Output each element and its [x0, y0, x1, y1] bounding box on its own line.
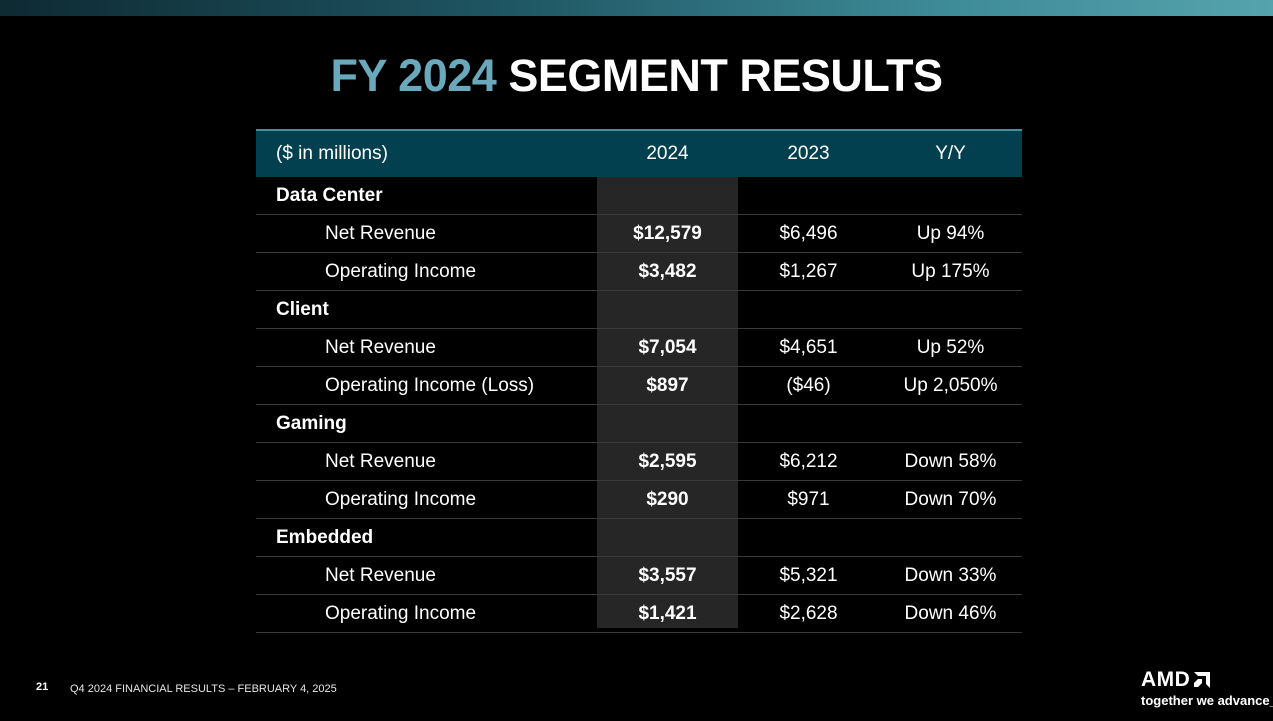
table-row: Operating Income $3,482 $1,267 Up 175% — [256, 253, 1022, 291]
table-row: Operating Income (Loss) $897 ($46) Up 2,… — [256, 367, 1022, 405]
slide-title: FY 2024 SEGMENT RESULTS — [0, 50, 1273, 102]
segment-row-client: Client — [256, 291, 1022, 329]
header-2023: 2023 — [787, 143, 830, 164]
segment-name: Data Center — [276, 184, 383, 206]
value-yy: Up 94% — [916, 222, 985, 244]
table-row: Net Revenue $2,595 $6,212 Down 58% — [256, 443, 1022, 481]
page-number: 21 — [36, 681, 49, 693]
table-row: Net Revenue $3,557 $5,321 Down 33% — [256, 557, 1022, 595]
value-yy: Up 175% — [911, 260, 990, 282]
value-2024: $2,595 — [638, 450, 697, 472]
title-main: SEGMENT RESULTS — [508, 50, 943, 101]
segment-results-table: ($ in millions) 2024 2023 Y/Y Data Cente… — [256, 129, 1022, 633]
segment-row-gaming: Gaming — [256, 405, 1022, 443]
value-2023: $5,321 — [779, 564, 838, 586]
amd-arrow-icon — [1194, 672, 1211, 688]
metric-label: Operating Income — [325, 260, 477, 282]
table-row: Operating Income $290 $971 Down 70% — [256, 481, 1022, 519]
value-2024: $897 — [646, 374, 689, 396]
value-yy: Up 2,050% — [903, 374, 998, 396]
segment-row-data-center: Data Center — [256, 177, 1022, 215]
metric-label: Net Revenue — [325, 336, 436, 358]
metric-label: Operating Income (Loss) — [325, 374, 535, 396]
metric-label: Net Revenue — [325, 564, 436, 586]
value-2023: $1,267 — [779, 260, 838, 282]
value-2023: $971 — [787, 488, 830, 510]
table-row: Net Revenue $7,054 $4,651 Up 52% — [256, 329, 1022, 367]
metric-label: Operating Income — [325, 488, 477, 510]
top-gradient-bar — [0, 0, 1273, 16]
value-2023: $6,212 — [779, 450, 838, 472]
header-2024: 2024 — [646, 143, 689, 164]
header-label: ($ in millions) — [276, 143, 388, 164]
segment-name: Client — [276, 298, 329, 320]
segment-row-embedded: Embedded — [256, 519, 1022, 557]
value-yy: Down 58% — [904, 450, 997, 472]
value-yy: Down 70% — [904, 488, 997, 510]
logo-wordmark-row: AMD — [1141, 668, 1261, 692]
amd-logo: AMD together we advance_ — [1141, 668, 1273, 708]
value-2024: $3,482 — [638, 260, 697, 282]
value-2024: $7,054 — [638, 336, 697, 358]
header-yy: Y/Y — [935, 143, 966, 164]
segment-name: Gaming — [276, 412, 347, 434]
logo-wordmark: AMD — [1141, 668, 1191, 691]
footer-text: Q4 2024 FINANCIAL RESULTS – FEBRUARY 4, … — [70, 683, 337, 695]
value-2024: $12,579 — [633, 222, 702, 244]
value-yy: Down 46% — [904, 602, 997, 624]
metric-label: Net Revenue — [325, 222, 436, 244]
table-row: Net Revenue $12,579 $6,496 Up 94% — [256, 215, 1022, 253]
logo-tagline: together we advance_ — [1141, 693, 1273, 708]
segment-name: Embedded — [276, 526, 374, 548]
table-header: ($ in millions) 2024 2023 Y/Y — [256, 129, 1022, 177]
title-accent: FY 2024 — [330, 50, 497, 101]
value-2023: ($46) — [786, 374, 831, 396]
value-2023: $4,651 — [779, 336, 838, 358]
metric-label: Operating Income — [325, 602, 477, 624]
value-yy: Down 33% — [904, 564, 997, 586]
value-2023: $2,628 — [779, 602, 838, 624]
value-2024: $3,557 — [638, 564, 697, 586]
value-2024: $1,421 — [638, 602, 697, 624]
value-2024: $290 — [646, 488, 689, 510]
table-row: Operating Income $1,421 $2,628 Down 46% — [256, 595, 1022, 633]
metric-label: Net Revenue — [325, 450, 436, 472]
value-2023: $6,496 — [779, 222, 838, 244]
value-yy: Up 52% — [916, 336, 985, 358]
